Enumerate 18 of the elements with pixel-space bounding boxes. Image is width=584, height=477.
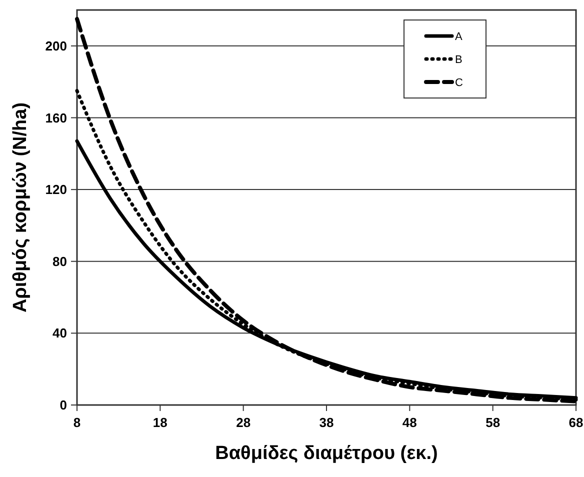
x-tick-label: 68	[568, 415, 584, 430]
y-tick-label: 200	[45, 38, 67, 54]
y-tick-label: 120	[45, 182, 67, 198]
x-axis-title: Βαθμίδες διαμέτρου (εκ.)	[215, 443, 438, 464]
legend-label: A	[455, 30, 463, 43]
y-axis-title: Αριθμός κορμών (N/ha)	[10, 102, 31, 313]
y-tick-label: 80	[52, 254, 67, 269]
x-tick-label: 8	[73, 415, 81, 430]
x-tick-label: 38	[319, 415, 334, 430]
x-tick-label: 48	[402, 415, 417, 430]
y-tick-label: 160	[45, 110, 67, 126]
x-tick-label: 28	[236, 415, 251, 430]
legend-label: C	[455, 76, 463, 89]
x-tick-label: 18	[152, 415, 168, 430]
y-tick-label: 0	[60, 398, 67, 413]
x-tick-label: 58	[486, 415, 500, 430]
legend-label: B	[455, 54, 462, 66]
y-tick-label: 40	[52, 326, 67, 341]
